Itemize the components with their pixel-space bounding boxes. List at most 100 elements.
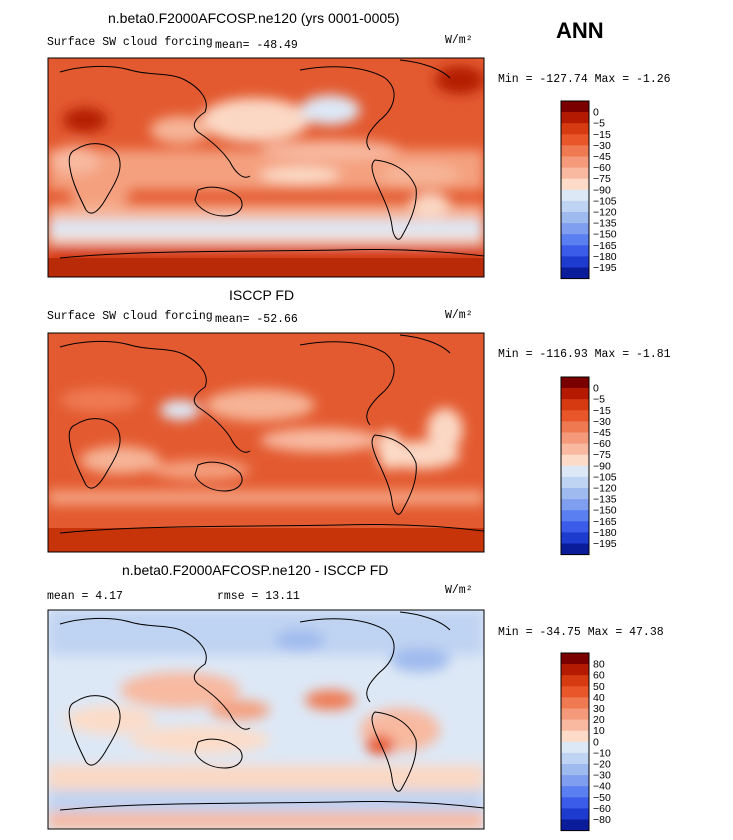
colorbar-swatch [561, 752, 589, 765]
colorbar-tick-label: −75 [593, 173, 611, 185]
colorbar-tick-label: −60 [593, 162, 611, 174]
colorbar-tick-label: 10 [593, 725, 605, 737]
colorbar-tick-label: −30 [593, 140, 611, 152]
colorbar-swatch [561, 675, 589, 687]
map3-frame [47, 609, 485, 830]
colorbar-tick-label: −30 [593, 770, 611, 782]
colorbar-frame [560, 652, 590, 832]
panel2-title: ISCCP FD [229, 287, 295, 303]
panel3-mean: mean = 4.17 [47, 590, 123, 603]
colorbar-swatch [561, 664, 589, 676]
colorbar-tick-label: 40 [593, 692, 605, 704]
panel3-rmse: rmse = 13.11 [217, 590, 300, 603]
colorbar-tick-label: −5 [593, 118, 605, 130]
colorbar-tick-label: −165 [593, 240, 617, 252]
map1-frame [47, 57, 485, 278]
panel2-minmax: Min = -116.93 Max = -1.81 [498, 348, 671, 361]
colorbar-swatch [561, 189, 589, 202]
colorbar-swatch [561, 123, 589, 135]
colorbar-tick-label: −195 [593, 262, 617, 274]
colorbar-tick-label: −50 [593, 792, 611, 804]
colorbar-swatch [561, 399, 589, 411]
colorbar-tick-label: −135 [593, 218, 617, 230]
map1-coastlines [59, 59, 484, 259]
map3-field [48, 610, 484, 829]
colorbar-tick-label: −150 [593, 229, 617, 241]
colorbar-tick-label: −75 [593, 449, 611, 461]
colorbar-swatch [561, 510, 589, 522]
colorbar-swatch [561, 421, 589, 433]
colorbar-swatch [561, 819, 589, 831]
colorbar-swatch [561, 267, 589, 279]
colorbar-swatch [561, 488, 589, 500]
colorbar-swatch [561, 167, 589, 179]
colorbar-swatch [561, 212, 589, 224]
colorbar-tick-label: −165 [593, 516, 617, 528]
colorbar-tick-label: −20 [593, 759, 611, 771]
colorbar-tick-label: 0 [593, 736, 599, 748]
colorbar-tick-label: −45 [593, 151, 611, 163]
colorbar-tick-label: 20 [593, 714, 605, 726]
colorbar-swatch [561, 719, 589, 731]
colorbar-tick-label: −45 [593, 427, 611, 439]
colorbar-tick-label: −120 [593, 207, 617, 219]
colorbar-tick-label: −195 [593, 538, 617, 550]
colorbar-tick-label: 30 [593, 703, 605, 715]
colorbar-frame [560, 100, 590, 280]
colorbar-tick-label: 0 [593, 107, 599, 119]
colorbar-swatch [561, 454, 589, 467]
colorbar-tick-label: −90 [593, 460, 611, 472]
colorbar-swatch [561, 432, 589, 444]
colorbar-tick-label: −60 [593, 438, 611, 450]
panel1-minmax: Min = -127.74 Max = -1.26 [498, 73, 671, 86]
colorbar-tick-label: −5 [593, 394, 605, 406]
colorbar-swatch [561, 223, 589, 235]
panel2-units: W/m² [445, 309, 473, 322]
colorbar-swatch [561, 200, 589, 213]
colorbar-frame [560, 376, 590, 556]
colorbar-swatch [561, 443, 589, 455]
map2-field [48, 333, 484, 552]
colorbar-swatch [561, 764, 589, 776]
colorbar-tick-label: −80 [593, 814, 611, 826]
colorbar-swatch [561, 476, 589, 489]
colorbar-swatch [561, 808, 589, 820]
colorbar-swatch [561, 234, 589, 246]
colorbar-tick-label: 50 [593, 681, 605, 693]
colorbar-swatch [561, 697, 589, 709]
colorbar-tick-label: −30 [593, 416, 611, 428]
colorbar-swatch [561, 532, 589, 544]
colorbar-swatch [561, 178, 589, 191]
colorbar-tick-label: −135 [593, 494, 617, 506]
colorbar-tick-label: −10 [593, 747, 611, 759]
colorbar-swatch [561, 410, 589, 422]
colorbar-swatch [561, 499, 589, 511]
colorbar-tick-label: −15 [593, 405, 611, 417]
panel3-minmax: Min = -34.75 Max = 47.38 [498, 626, 664, 639]
colorbar-swatch [561, 388, 589, 400]
colorbar-tick-label: −15 [593, 129, 611, 141]
colorbar-tick-label: −180 [593, 527, 617, 539]
colorbar-swatch [561, 145, 589, 157]
colorbar-swatch [561, 134, 589, 146]
colorbar-tick-label: −105 [593, 195, 617, 207]
colorbar-tick-label: −150 [593, 505, 617, 517]
colorbar-tick-label: 80 [593, 659, 605, 671]
colorbar-swatch [561, 256, 589, 268]
colorbar-swatch [561, 741, 589, 754]
colorbar-tick-label: −120 [593, 483, 617, 495]
panel1-variable: Surface SW cloud forcing [47, 36, 213, 49]
colorbar-tick-label: −180 [593, 251, 617, 263]
panel3-units: W/m² [445, 584, 473, 597]
panel1-title: n.beta0.F2000AFCOSP.ne120 (yrs 0001-0005… [108, 10, 400, 26]
colorbar-swatch [561, 653, 589, 665]
colorbar-swatch [561, 775, 589, 787]
colorbar-swatch [561, 112, 589, 124]
panel3-title: n.beta0.F2000AFCOSP.ne120 - ISCCP FD [122, 562, 389, 578]
colorbar-swatch [561, 377, 589, 389]
colorbar-tick-label: −60 [593, 803, 611, 815]
colorbar-swatch [561, 245, 589, 257]
panel2-mean: mean= -52.66 [215, 313, 298, 326]
colorbar-swatch [561, 101, 589, 113]
